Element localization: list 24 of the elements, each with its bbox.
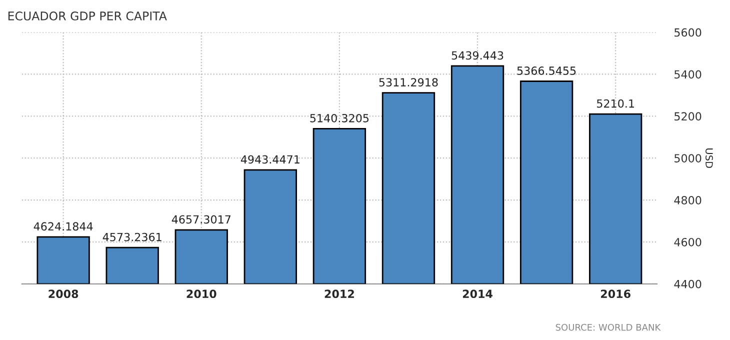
y-tick-label: 4600 [674, 238, 702, 246]
x-tick-label: 2008 [48, 290, 78, 298]
x-tick-label: 2014 [462, 290, 492, 298]
chart-title: ECUADOR GDP PER CAPITA [8, 11, 167, 20]
y-tick-label: 5400 [674, 70, 702, 79]
data-label: 4624.1844 [34, 222, 93, 231]
data-label: 4657.3017 [172, 215, 230, 224]
y-tick-label: 4800 [674, 196, 702, 204]
y-axis-title: USD [706, 148, 713, 168]
x-tick-label: 2012 [324, 290, 354, 298]
source-note: SOURCE: WORLD BANK [556, 324, 661, 331]
y-tick-label: 5000 [674, 154, 702, 162]
data-label: 5210.1 [597, 99, 634, 108]
y-tick-label: 5200 [674, 112, 702, 121]
data-label: 5140.3205 [310, 114, 369, 122]
data-label: 4943.4471 [240, 155, 300, 164]
x-tick-label: 2010 [186, 290, 216, 298]
data-label: 5439.443 [452, 51, 504, 60]
data-label: 4573.2361 [102, 232, 162, 242]
y-tick-label: 4400 [674, 280, 702, 288]
x-tick-label: 2016 [600, 290, 630, 298]
data-label: 5366.5455 [517, 66, 576, 75]
y-tick-label: 5600 [674, 28, 702, 37]
data-label: 5311.2918 [379, 78, 438, 87]
